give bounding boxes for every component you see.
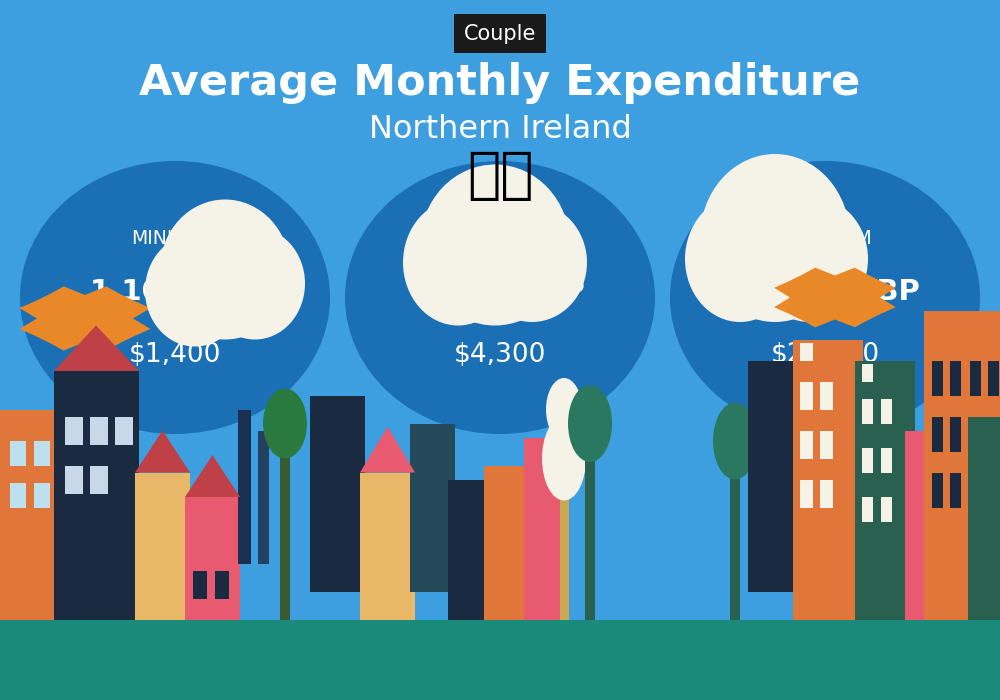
Bar bbox=[280, 438, 290, 620]
Bar bbox=[800, 343, 813, 360]
Bar bbox=[0, 620, 1000, 700]
Bar bbox=[970, 360, 981, 395]
Bar bbox=[950, 473, 961, 508]
Ellipse shape bbox=[700, 154, 850, 322]
Bar bbox=[968, 416, 1000, 620]
Bar bbox=[185, 497, 240, 620]
Text: Northern Ireland: Northern Ireland bbox=[369, 114, 631, 145]
Text: $23,000: $23,000 bbox=[770, 342, 880, 368]
Bar bbox=[135, 473, 190, 620]
Text: Couple: Couple bbox=[464, 24, 536, 43]
Bar bbox=[258, 430, 269, 564]
Text: 18,000 GBP: 18,000 GBP bbox=[730, 278, 920, 306]
Bar bbox=[90, 416, 108, 444]
Ellipse shape bbox=[205, 228, 305, 340]
Bar bbox=[310, 395, 365, 592]
Bar bbox=[881, 448, 892, 472]
Bar bbox=[238, 410, 251, 564]
Bar bbox=[950, 416, 961, 452]
Text: 🇬🇧: 🇬🇧 bbox=[467, 149, 533, 204]
Bar bbox=[10, 441, 26, 466]
Bar bbox=[932, 473, 943, 508]
Polygon shape bbox=[135, 430, 190, 473]
Polygon shape bbox=[185, 455, 240, 497]
Polygon shape bbox=[19, 286, 151, 351]
Bar bbox=[65, 416, 83, 444]
Bar bbox=[932, 416, 943, 452]
Ellipse shape bbox=[20, 161, 330, 434]
Bar bbox=[215, 570, 229, 598]
Bar bbox=[560, 480, 569, 620]
Bar bbox=[34, 441, 50, 466]
Bar bbox=[410, 424, 455, 592]
Ellipse shape bbox=[685, 196, 795, 322]
Bar bbox=[800, 480, 813, 508]
Bar bbox=[800, 382, 813, 409]
Bar bbox=[115, 416, 133, 444]
Bar bbox=[0, 410, 60, 620]
Text: $1,400: $1,400 bbox=[129, 342, 221, 368]
Bar bbox=[10, 483, 26, 507]
Bar bbox=[193, 570, 207, 598]
Text: 3,400 GBP: 3,400 GBP bbox=[415, 278, 585, 306]
Bar bbox=[970, 416, 981, 452]
Bar bbox=[924, 312, 1000, 620]
Text: Average Monthly Expenditure: Average Monthly Expenditure bbox=[139, 62, 861, 104]
Bar bbox=[932, 360, 943, 395]
Bar bbox=[862, 399, 873, 423]
Bar bbox=[748, 360, 798, 592]
Bar bbox=[793, 340, 863, 620]
Polygon shape bbox=[774, 267, 896, 328]
Text: AVERAGE: AVERAGE bbox=[456, 228, 544, 248]
Ellipse shape bbox=[670, 161, 980, 434]
Bar bbox=[988, 360, 999, 395]
Ellipse shape bbox=[752, 196, 868, 322]
Bar bbox=[988, 416, 999, 452]
Ellipse shape bbox=[145, 234, 245, 346]
Bar bbox=[34, 483, 50, 507]
Bar bbox=[360, 473, 415, 620]
Ellipse shape bbox=[160, 199, 290, 340]
Bar bbox=[730, 466, 740, 620]
Text: MINIMUM: MINIMUM bbox=[131, 228, 219, 248]
Bar bbox=[820, 480, 833, 508]
Bar bbox=[820, 430, 833, 458]
Polygon shape bbox=[54, 326, 139, 371]
Bar bbox=[862, 364, 873, 382]
Bar bbox=[905, 430, 930, 620]
Bar bbox=[970, 473, 981, 508]
Bar bbox=[484, 466, 529, 620]
Bar bbox=[862, 448, 873, 472]
Bar bbox=[820, 382, 833, 409]
Ellipse shape bbox=[713, 402, 757, 480]
Bar bbox=[881, 497, 892, 522]
Bar bbox=[855, 360, 915, 620]
Bar bbox=[90, 466, 108, 493]
Text: MAXIMUM: MAXIMUM bbox=[778, 228, 872, 248]
Ellipse shape bbox=[403, 199, 513, 326]
Bar bbox=[862, 497, 873, 522]
Bar bbox=[881, 399, 892, 423]
Bar bbox=[448, 480, 488, 620]
Ellipse shape bbox=[420, 164, 570, 326]
Text: $4,300: $4,300 bbox=[454, 342, 546, 368]
Ellipse shape bbox=[345, 161, 655, 434]
Bar bbox=[524, 438, 564, 620]
Ellipse shape bbox=[542, 416, 586, 500]
Ellipse shape bbox=[568, 385, 612, 462]
Bar bbox=[800, 430, 813, 458]
Polygon shape bbox=[360, 427, 415, 473]
Text: 1,100 GBP: 1,100 GBP bbox=[90, 278, 260, 306]
Ellipse shape bbox=[263, 389, 307, 459]
Bar bbox=[585, 452, 595, 620]
Bar bbox=[988, 473, 999, 508]
Bar bbox=[54, 371, 139, 620]
Bar bbox=[950, 360, 961, 395]
Bar bbox=[65, 466, 83, 493]
Ellipse shape bbox=[477, 203, 587, 322]
Ellipse shape bbox=[546, 378, 582, 441]
